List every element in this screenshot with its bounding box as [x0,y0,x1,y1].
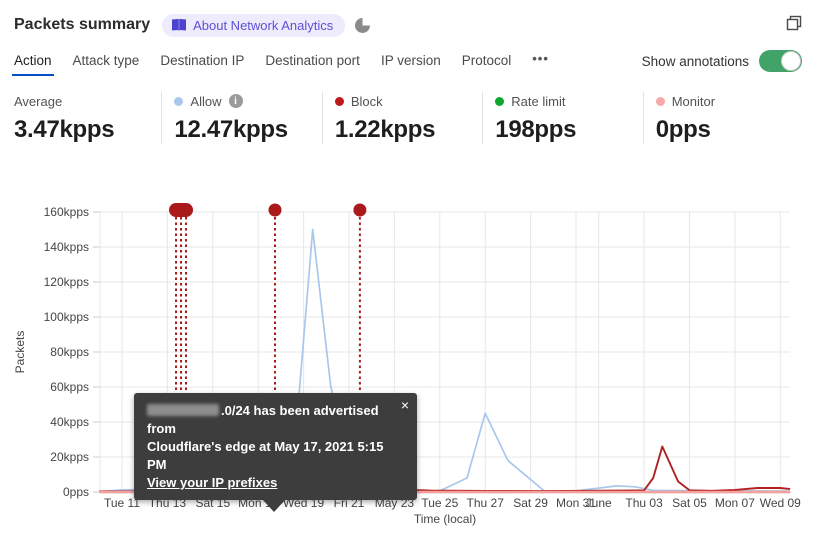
annotation-pill-marker[interactable] [169,203,194,217]
tab-bar: Action Attack type Destination IP Destinati… [0,44,816,78]
page-title: Packets summary [14,16,151,33]
y-tick-label: 60kpps [50,380,89,394]
annotation-tooltip: × .0/24 has been advertised from Cloudfl… [134,393,417,512]
legend-dot-block [334,96,344,106]
x-tick-label: Tue 25 [421,496,458,510]
restore-window-icon[interactable] [786,15,802,36]
close-icon[interactable]: × [400,397,409,413]
x-tick-label: Thu 03 [625,496,663,510]
x-tick-label: Sat 29 [513,496,548,510]
y-tick-label: 0pps [63,485,89,499]
view-ip-prefixes-link[interactable]: View your IP prefixes [147,475,278,490]
stat-value: 12.47kpps [174,116,288,143]
stat-label: Allow [190,93,222,109]
tab-action[interactable]: Action [12,46,54,76]
x-tick-label: June [586,496,612,510]
stat-monitor: Monitor 0pps [655,92,804,144]
legend-dot-rate-limit [495,96,505,106]
tab-ip-version[interactable]: IP version [380,53,441,68]
summary-stats: Average 3.47kpps Allow i 12.47kpps Block 1.22k… [14,92,816,144]
stat-value: 3.47kpps [14,116,115,143]
x-tick-label: Sat 05 [672,496,707,510]
x-tick-label: Thu 27 [467,496,505,510]
x-tick-label: Wed 09 [760,496,801,510]
stat-allow: Allow i 12.47kpps [174,92,323,144]
stat-rate-limit: Rate limit 198pps [495,92,644,144]
tab-destination-port[interactable]: Destination port [265,53,360,68]
legend-dot-monitor [655,96,665,106]
y-axis-title: Packets [13,331,27,374]
tab-protocol[interactable]: Protocol [461,53,512,68]
toggle-knob [781,51,801,71]
stat-label-row: Allow i [174,92,311,110]
y-tick-label: 140kpps [44,240,89,254]
stat-value: 0pps [655,116,711,143]
badge-label: About Network Analytics [193,17,334,33]
show-annotations-toggle[interactable] [759,50,802,72]
tooltip-line2: Cloudflare's edge at May 17, 2021 5:15 P… [147,439,384,472]
y-tick-label: 160kpps [44,205,89,219]
redacted-prefix [147,404,219,416]
tab-attack-type[interactable]: Attack type [72,53,140,68]
more-tabs-button[interactable]: ••• [532,50,549,66]
stat-label-row: Average [14,92,151,110]
info-icon[interactable]: i [228,94,243,108]
header: Packets summary About Network Analytics [0,0,816,38]
show-annotations-control: Show annotations [642,50,802,72]
legend-dot-allow [174,96,184,106]
stat-label-row: Monitor [655,92,794,110]
show-annotations-label: Show annotations [641,53,749,69]
stat-label-row: Block [334,92,472,110]
stat-label: Average [14,93,63,109]
y-tick-label: 40kpps [50,415,89,429]
stat-label-row: Rate limit [495,92,632,110]
x-axis-title: Time (local) [414,512,476,526]
stat-label: Rate limit [511,93,566,109]
stat-value: 198pps [495,116,577,143]
tab-list: Action Attack type Destination IP Destinati… [12,46,530,76]
x-tick-label: Mon 07 [715,496,755,510]
x-tick-label: Tue 11 [104,496,140,510]
annotation-dot-marker[interactable] [268,203,282,217]
about-network-analytics-badge[interactable]: About Network Analytics [162,13,346,37]
packets-chart[interactable]: 0pps 20kpps 40kpps 60kpps 80kpps 100kpps 120kp… [0,190,816,545]
tooltip-caret [262,499,286,512]
stat-block: Block 1.22kpps [334,92,484,144]
tooltip-line1: .0/24 has been advertised from [147,403,379,436]
y-tick-label: 120kpps [44,275,89,289]
x-tick-label: Mon 31 [556,496,596,510]
stat-label: Monitor [671,93,716,109]
book-icon [172,19,187,31]
y-tick-label: 100kpps [44,310,89,324]
stat-average: Average 3.47kpps [14,92,163,144]
y-tick-label: 80kpps [50,345,89,359]
y-tick-label: 20kpps [50,450,89,464]
tab-destination-ip[interactable]: Destination IP [160,53,245,68]
annotation-dot-marker[interactable] [353,203,367,217]
stat-label: Block [350,93,383,109]
pie-progress-icon [355,17,371,33]
stat-value: 1.22kpps [334,116,436,143]
